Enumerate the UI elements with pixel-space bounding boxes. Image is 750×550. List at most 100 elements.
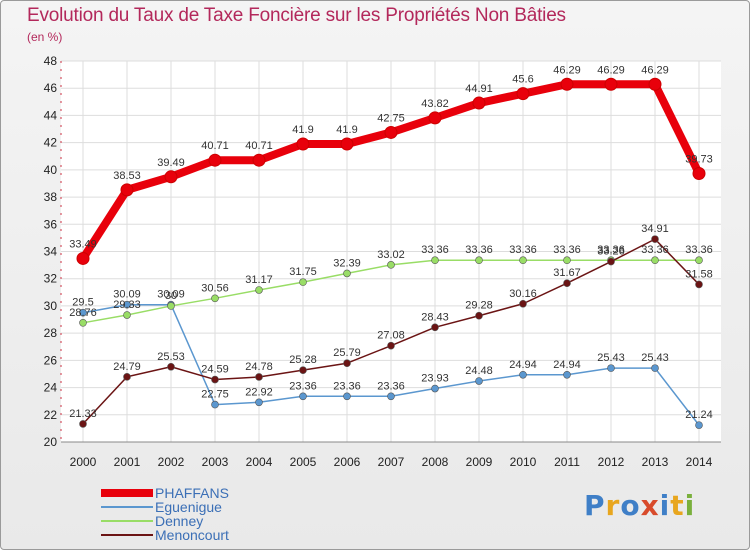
- data-label-denney: 33.36: [465, 244, 493, 256]
- data-label-phaffans: 42.75: [377, 112, 405, 124]
- data-label-denney: 33.36: [597, 244, 625, 256]
- data-label-menoncourt: 34.91: [641, 223, 669, 235]
- data-label-eguenigue: 24.48: [465, 365, 493, 377]
- data-point-phaffans: [516, 87, 530, 101]
- x-tick-label: 2009: [466, 455, 493, 469]
- y-tick-label: 32: [44, 272, 58, 286]
- logo-letter: t: [670, 489, 685, 522]
- data-point-denney: [695, 256, 703, 265]
- data-point-menoncourt: [475, 311, 483, 320]
- x-tick-label: 2003: [202, 455, 229, 469]
- data-point-phaffans: [384, 125, 398, 139]
- data-label-eguenigue: 22.75: [201, 389, 229, 401]
- y-tick-label: 20: [44, 435, 58, 449]
- data-point-eguenigue: [475, 377, 483, 385]
- data-point-eguenigue: [343, 392, 351, 401]
- data-label-denney: 30.56: [201, 282, 229, 294]
- data-label-phaffans: 46.29: [641, 64, 669, 76]
- data-label-phaffans: 41.9: [336, 124, 357, 136]
- data-point-menoncourt: [123, 373, 131, 381]
- data-label-phaffans: 33.49: [69, 238, 97, 250]
- data-point-phaffans: [252, 153, 266, 167]
- data-label-phaffans: 40.71: [245, 140, 273, 152]
- data-label-eguenigue: 23.36: [377, 380, 405, 392]
- data-point-denney: [563, 256, 571, 265]
- data-label-menoncourt: 24.79: [113, 361, 141, 373]
- data-point-eguenigue: [255, 398, 263, 407]
- data-point-eguenigue: [563, 370, 571, 379]
- data-point-menoncourt: [607, 257, 615, 266]
- data-point-phaffans: [692, 167, 706, 181]
- data-point-phaffans: [340, 137, 354, 151]
- data-label-phaffans: 38.53: [113, 170, 141, 182]
- data-point-denney: [343, 269, 351, 278]
- y-tick-label: 46: [44, 81, 58, 95]
- data-label-menoncourt: 24.59: [201, 364, 229, 376]
- data-point-denney: [299, 278, 307, 286]
- data-point-phaffans: [296, 137, 310, 151]
- x-tick-label: 2014: [686, 455, 713, 469]
- data-label-menoncourt: 24.78: [245, 361, 273, 373]
- data-label-denney: 33.36: [685, 244, 713, 256]
- data-label-eguenigue: 30.09: [113, 289, 141, 301]
- data-point-eguenigue: [387, 392, 395, 401]
- chart-title: Evolution du Taux de Taxe Foncière sur l…: [27, 5, 566, 26]
- data-point-denney: [519, 256, 527, 265]
- data-point-menoncourt: [211, 375, 219, 384]
- data-label-menoncourt: 29.28: [465, 300, 493, 312]
- data-point-eguenigue: [519, 370, 527, 379]
- data-point-menoncourt: [387, 341, 395, 350]
- y-tick-label: 36: [44, 217, 58, 231]
- data-point-denney: [651, 256, 659, 265]
- logo-letter: P: [584, 489, 606, 522]
- y-tick-label: 34: [44, 245, 58, 259]
- y-tick-label: 30: [44, 299, 58, 313]
- logo-letter: i: [659, 489, 671, 522]
- data-point-phaffans: [560, 77, 574, 91]
- data-label-menoncourt: 33.26: [597, 246, 625, 258]
- data-point-phaffans: [76, 251, 90, 265]
- data-point-eguenigue: [211, 400, 219, 409]
- data-label-phaffans: 46.29: [597, 64, 625, 76]
- x-tick-label: 2000: [70, 455, 97, 469]
- data-point-eguenigue: [79, 308, 87, 317]
- data-label-menoncourt: 25.79: [333, 347, 361, 359]
- data-point-phaffans: [208, 153, 222, 167]
- data-label-phaffans: 43.82: [421, 98, 449, 110]
- logo-letter: o: [620, 489, 641, 522]
- data-point-denney: [475, 256, 483, 265]
- x-tick-label: 2006: [334, 455, 361, 469]
- x-tick-label: 2004: [246, 455, 273, 469]
- data-label-phaffans: 41.9: [292, 124, 313, 136]
- data-point-phaffans: [472, 96, 486, 110]
- x-tick-label: 2001: [114, 455, 141, 469]
- data-point-phaffans: [120, 183, 134, 197]
- data-point-menoncourt: [563, 279, 571, 288]
- data-label-eguenigue: 30.09: [157, 289, 185, 301]
- data-label-denney: 32.39: [333, 257, 361, 269]
- y-tick-label: 48: [44, 54, 58, 68]
- data-point-phaffans: [648, 77, 662, 91]
- data-label-menoncourt: 25.28: [289, 354, 317, 366]
- data-point-eguenigue: [123, 300, 131, 309]
- data-label-menoncourt: 21.33: [69, 408, 97, 420]
- x-tick-label: 2008: [422, 455, 449, 469]
- data-label-phaffans: 40.71: [201, 140, 229, 152]
- data-point-denney: [167, 302, 175, 310]
- data-label-denney: 33.02: [377, 249, 405, 261]
- logo-letter: r: [605, 489, 621, 522]
- y-tick-label: 44: [44, 108, 58, 122]
- data-label-phaffans: 46.29: [553, 64, 581, 76]
- data-point-phaffans: [604, 77, 618, 91]
- legend-swatch-denney: [101, 520, 153, 522]
- data-label-eguenigue: 23.36: [333, 380, 361, 392]
- data-point-denney: [211, 294, 219, 303]
- data-point-eguenigue: [431, 384, 439, 393]
- x-tick-label: 2013: [642, 455, 669, 469]
- data-label-menoncourt: 30.16: [509, 288, 537, 300]
- x-tick-label: 2012: [598, 455, 625, 469]
- data-label-eguenigue: 21.24: [685, 409, 713, 421]
- data-label-menoncourt: 28.43: [421, 311, 449, 323]
- data-point-denney: [431, 256, 439, 265]
- data-point-menoncourt: [343, 359, 351, 368]
